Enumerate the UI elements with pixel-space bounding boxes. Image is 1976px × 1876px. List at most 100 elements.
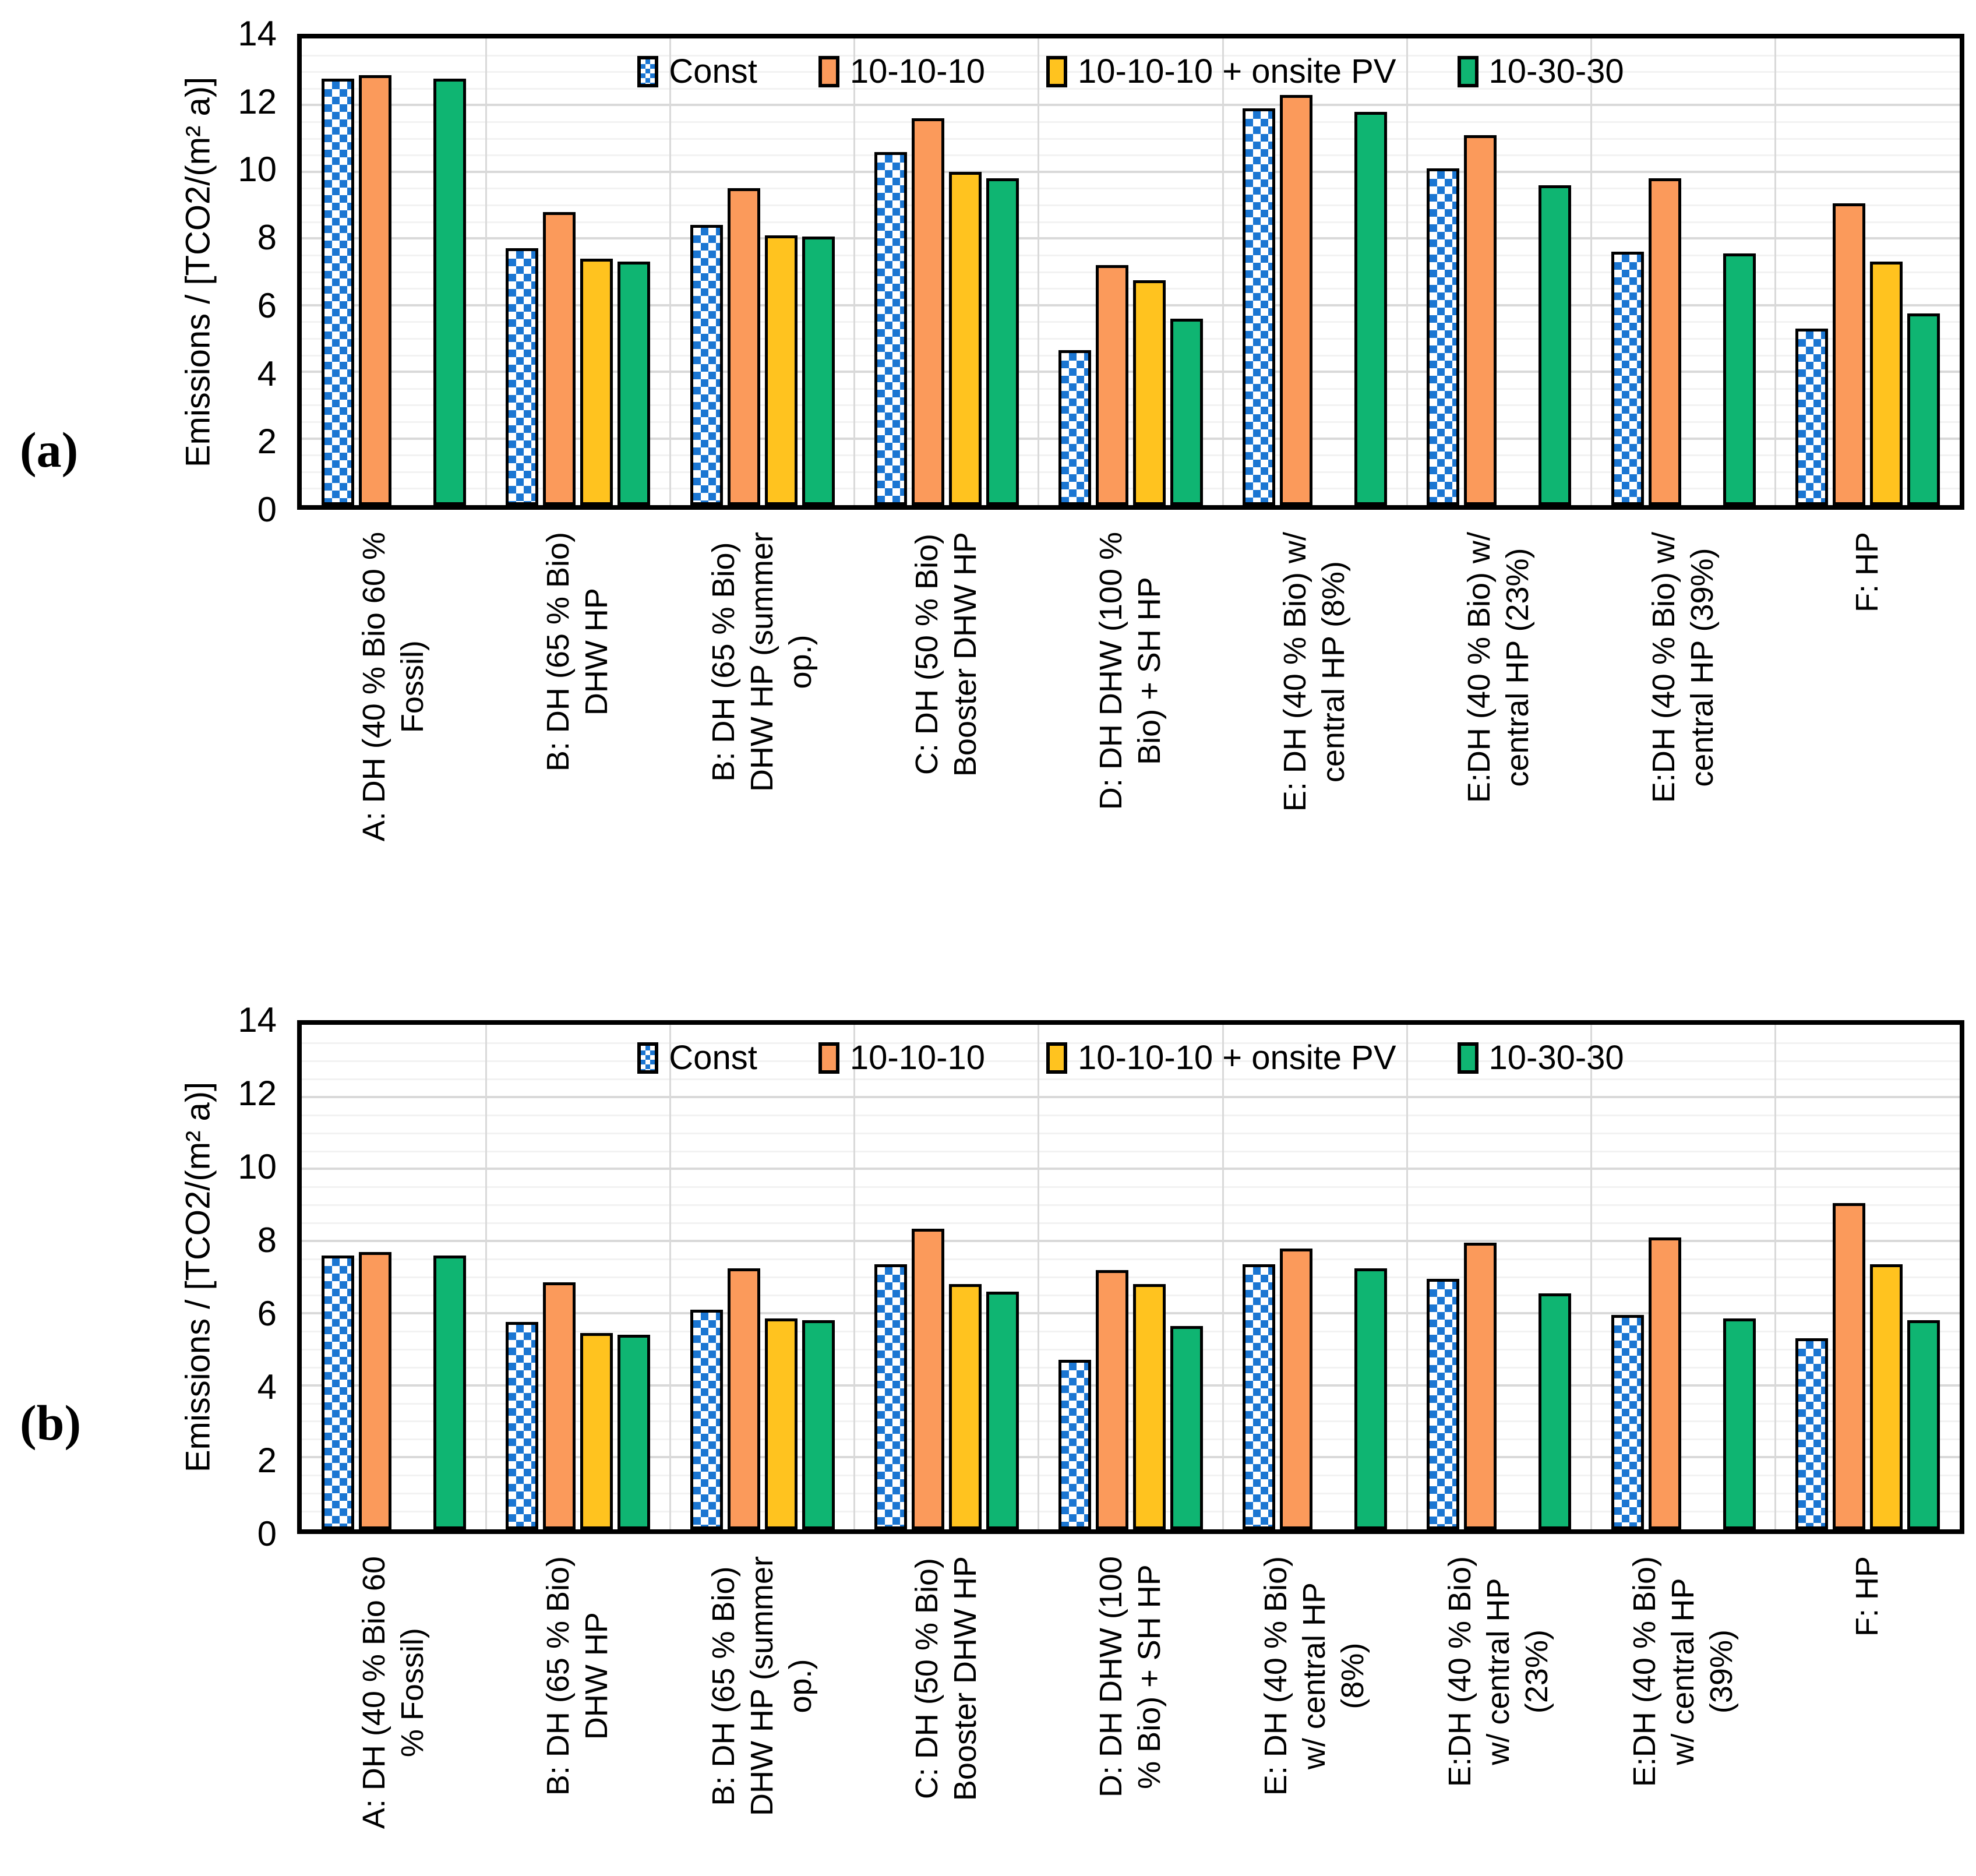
legend-label-10-30-30: 10-30-30 [1488, 1039, 1624, 1077]
gridline-vertical-4 [1038, 1025, 1040, 1529]
bar-10-30-30-cat8 [1723, 253, 1756, 505]
gridline-minor-7 [302, 271, 1960, 273]
bar-10-30-30-cat6 [1354, 1268, 1388, 1529]
bar-10-30-30-cat2 [618, 1334, 651, 1529]
bar-10-10-10-onsite-pv-cat3 [764, 235, 798, 505]
gridline-vertical-7 [1590, 1025, 1593, 1529]
bar-const-cat7 [1427, 168, 1460, 505]
legend-label-10-10-10: 10-10-10 [849, 1039, 985, 1077]
gridline-vertical-5 [1222, 1025, 1224, 1529]
y-tick-label-12: 12 [238, 1074, 277, 1113]
legend-label-10-10-10-onsite-pv: 10-10-10 + onsite PV [1077, 1039, 1396, 1077]
gridline-minor-6.5 [302, 288, 1960, 290]
y-tick-label-14: 14 [238, 1000, 277, 1039]
bar-const-cat5 [1058, 350, 1091, 505]
gridline-major-2 [302, 437, 1960, 440]
gridline-minor-9 [302, 204, 1960, 207]
gridline-minor-8.5 [302, 1222, 1960, 1225]
y-tick-label-6: 6 [257, 285, 277, 325]
plot-area-a: Const 10-10-10 10-10-10 + onsite PV 10-30-3… [297, 34, 1964, 510]
gridline-vertical-3 [853, 38, 856, 505]
legend-item-const: Const [637, 1041, 757, 1075]
legend-swatch-10-10-10 [818, 56, 839, 87]
gridline-minor-2.5 [302, 1438, 1960, 1441]
gridline-minor-3 [302, 404, 1960, 407]
legend-swatch-10-10-10-onsite-pv [1046, 1042, 1067, 1074]
y-tick-label-8: 8 [257, 218, 277, 258]
bar-const-cat9 [1795, 1338, 1828, 1529]
bar-10-10-10-cat7 [1464, 1243, 1497, 1529]
bar-10-30-30-cat8 [1723, 1318, 1756, 1529]
bar-10-10-10-onsite-pv-cat2 [580, 258, 613, 505]
bar-10-10-10-cat6 [1280, 1248, 1313, 1529]
bar-10-10-10-onsite-pv-cat5 [1133, 280, 1166, 505]
gridline-vertical-1 [485, 38, 487, 505]
gridline-minor-12.5 [302, 87, 1960, 90]
bar-10-10-10-cat5 [1096, 1270, 1128, 1529]
gridline-minor-9.5 [302, 188, 1960, 190]
bar-const-cat1 [322, 1255, 355, 1529]
bar-10-30-30-cat3 [802, 1320, 835, 1529]
bar-10-30-30-cat5 [1170, 318, 1203, 505]
gridline-minor-7.5 [302, 254, 1960, 256]
gridline-minor-11.5 [302, 1114, 1960, 1116]
gridline-minor-1.5 [302, 1475, 1960, 1477]
y-tick-label-4: 4 [257, 1367, 277, 1406]
gridline-vertical-3 [853, 1025, 856, 1529]
y-tick-label-10: 10 [238, 150, 277, 189]
gridline-minor-3.5 [302, 1402, 1960, 1405]
gridline-major-12 [302, 104, 1960, 107]
gridline-major-6 [302, 304, 1960, 306]
gridline-minor-11 [302, 137, 1960, 140]
bar-10-10-10-cat5 [1096, 265, 1128, 505]
bar-10-30-30-cat9 [1907, 313, 1940, 505]
gridline-major-8 [302, 1240, 1960, 1243]
bar-10-30-30-cat7 [1539, 1293, 1572, 1529]
bar-10-10-10-cat6 [1280, 95, 1313, 505]
gridline-minor-12.5 [302, 1078, 1960, 1080]
bar-const-cat9 [1795, 328, 1828, 505]
legend-swatch-10-10-10-onsite-pv [1046, 56, 1067, 87]
legend: Const 10-10-10 10-10-10 + onsite PV 10-30-3… [302, 55, 1960, 89]
gridline-minor-10.5 [302, 1150, 1960, 1152]
bar-10-10-10-cat3 [727, 1268, 760, 1529]
bar-10-10-10-onsite-pv-cat4 [948, 1284, 982, 1529]
gridline-minor-5 [302, 337, 1960, 340]
legend-item-10-30-30: 10-30-30 [1457, 55, 1624, 89]
gridline-minor-2.5 [302, 421, 1960, 423]
bar-10-30-30-cat4 [986, 1291, 1019, 1529]
bar-10-10-10-onsite-pv-cat2 [580, 1332, 613, 1529]
bar-10-10-10-cat9 [1832, 1203, 1865, 1529]
legend-swatch-const [637, 1042, 659, 1074]
bar-const-cat2 [506, 1322, 539, 1529]
gridline-minor-11.5 [302, 121, 1960, 124]
bar-const-cat6 [1243, 1264, 1276, 1529]
y-tick-label-2: 2 [257, 422, 277, 461]
y-tick-label-10: 10 [238, 1147, 277, 1186]
gridline-minor-13.5 [302, 1042, 1960, 1044]
bar-const-cat8 [1611, 252, 1644, 505]
bar-10-10-10-onsite-pv-cat3 [764, 1318, 798, 1529]
gridline-vertical-2 [669, 38, 671, 505]
gridline-minor-5 [302, 1348, 1960, 1350]
x-category-label-8: E:DH (40 % Bio) w/ central HP (39%) [1626, 1556, 1739, 1787]
gridline-minor-4.5 [302, 354, 1960, 357]
legend-item-10-10-10: 10-10-10 [818, 1041, 985, 1075]
legend-label-10-10-10: 10-10-10 [849, 52, 985, 90]
gridline-minor-1 [302, 1493, 1960, 1495]
plot-area-b: Const 10-10-10 10-10-10 + onsite PV 10-30-3… [297, 1020, 1964, 1534]
legend-swatch-const [637, 56, 659, 87]
bar-10-10-10-onsite-pv-cat9 [1869, 262, 1903, 505]
y-tick-label-14: 14 [238, 14, 277, 53]
legend-swatch-10-30-30 [1457, 1042, 1479, 1074]
legend-label-const: Const [669, 52, 757, 90]
gridline-minor-1.5 [302, 454, 1960, 457]
bar-const-cat8 [1611, 1314, 1644, 1529]
bar-10-10-10-cat2 [543, 1282, 576, 1529]
gridline-minor-11 [302, 1132, 1960, 1134]
x-category-label-2: B: DH (65 % Bio) DHW HP [541, 1556, 615, 1796]
gridline-vertical-5 [1222, 38, 1224, 505]
